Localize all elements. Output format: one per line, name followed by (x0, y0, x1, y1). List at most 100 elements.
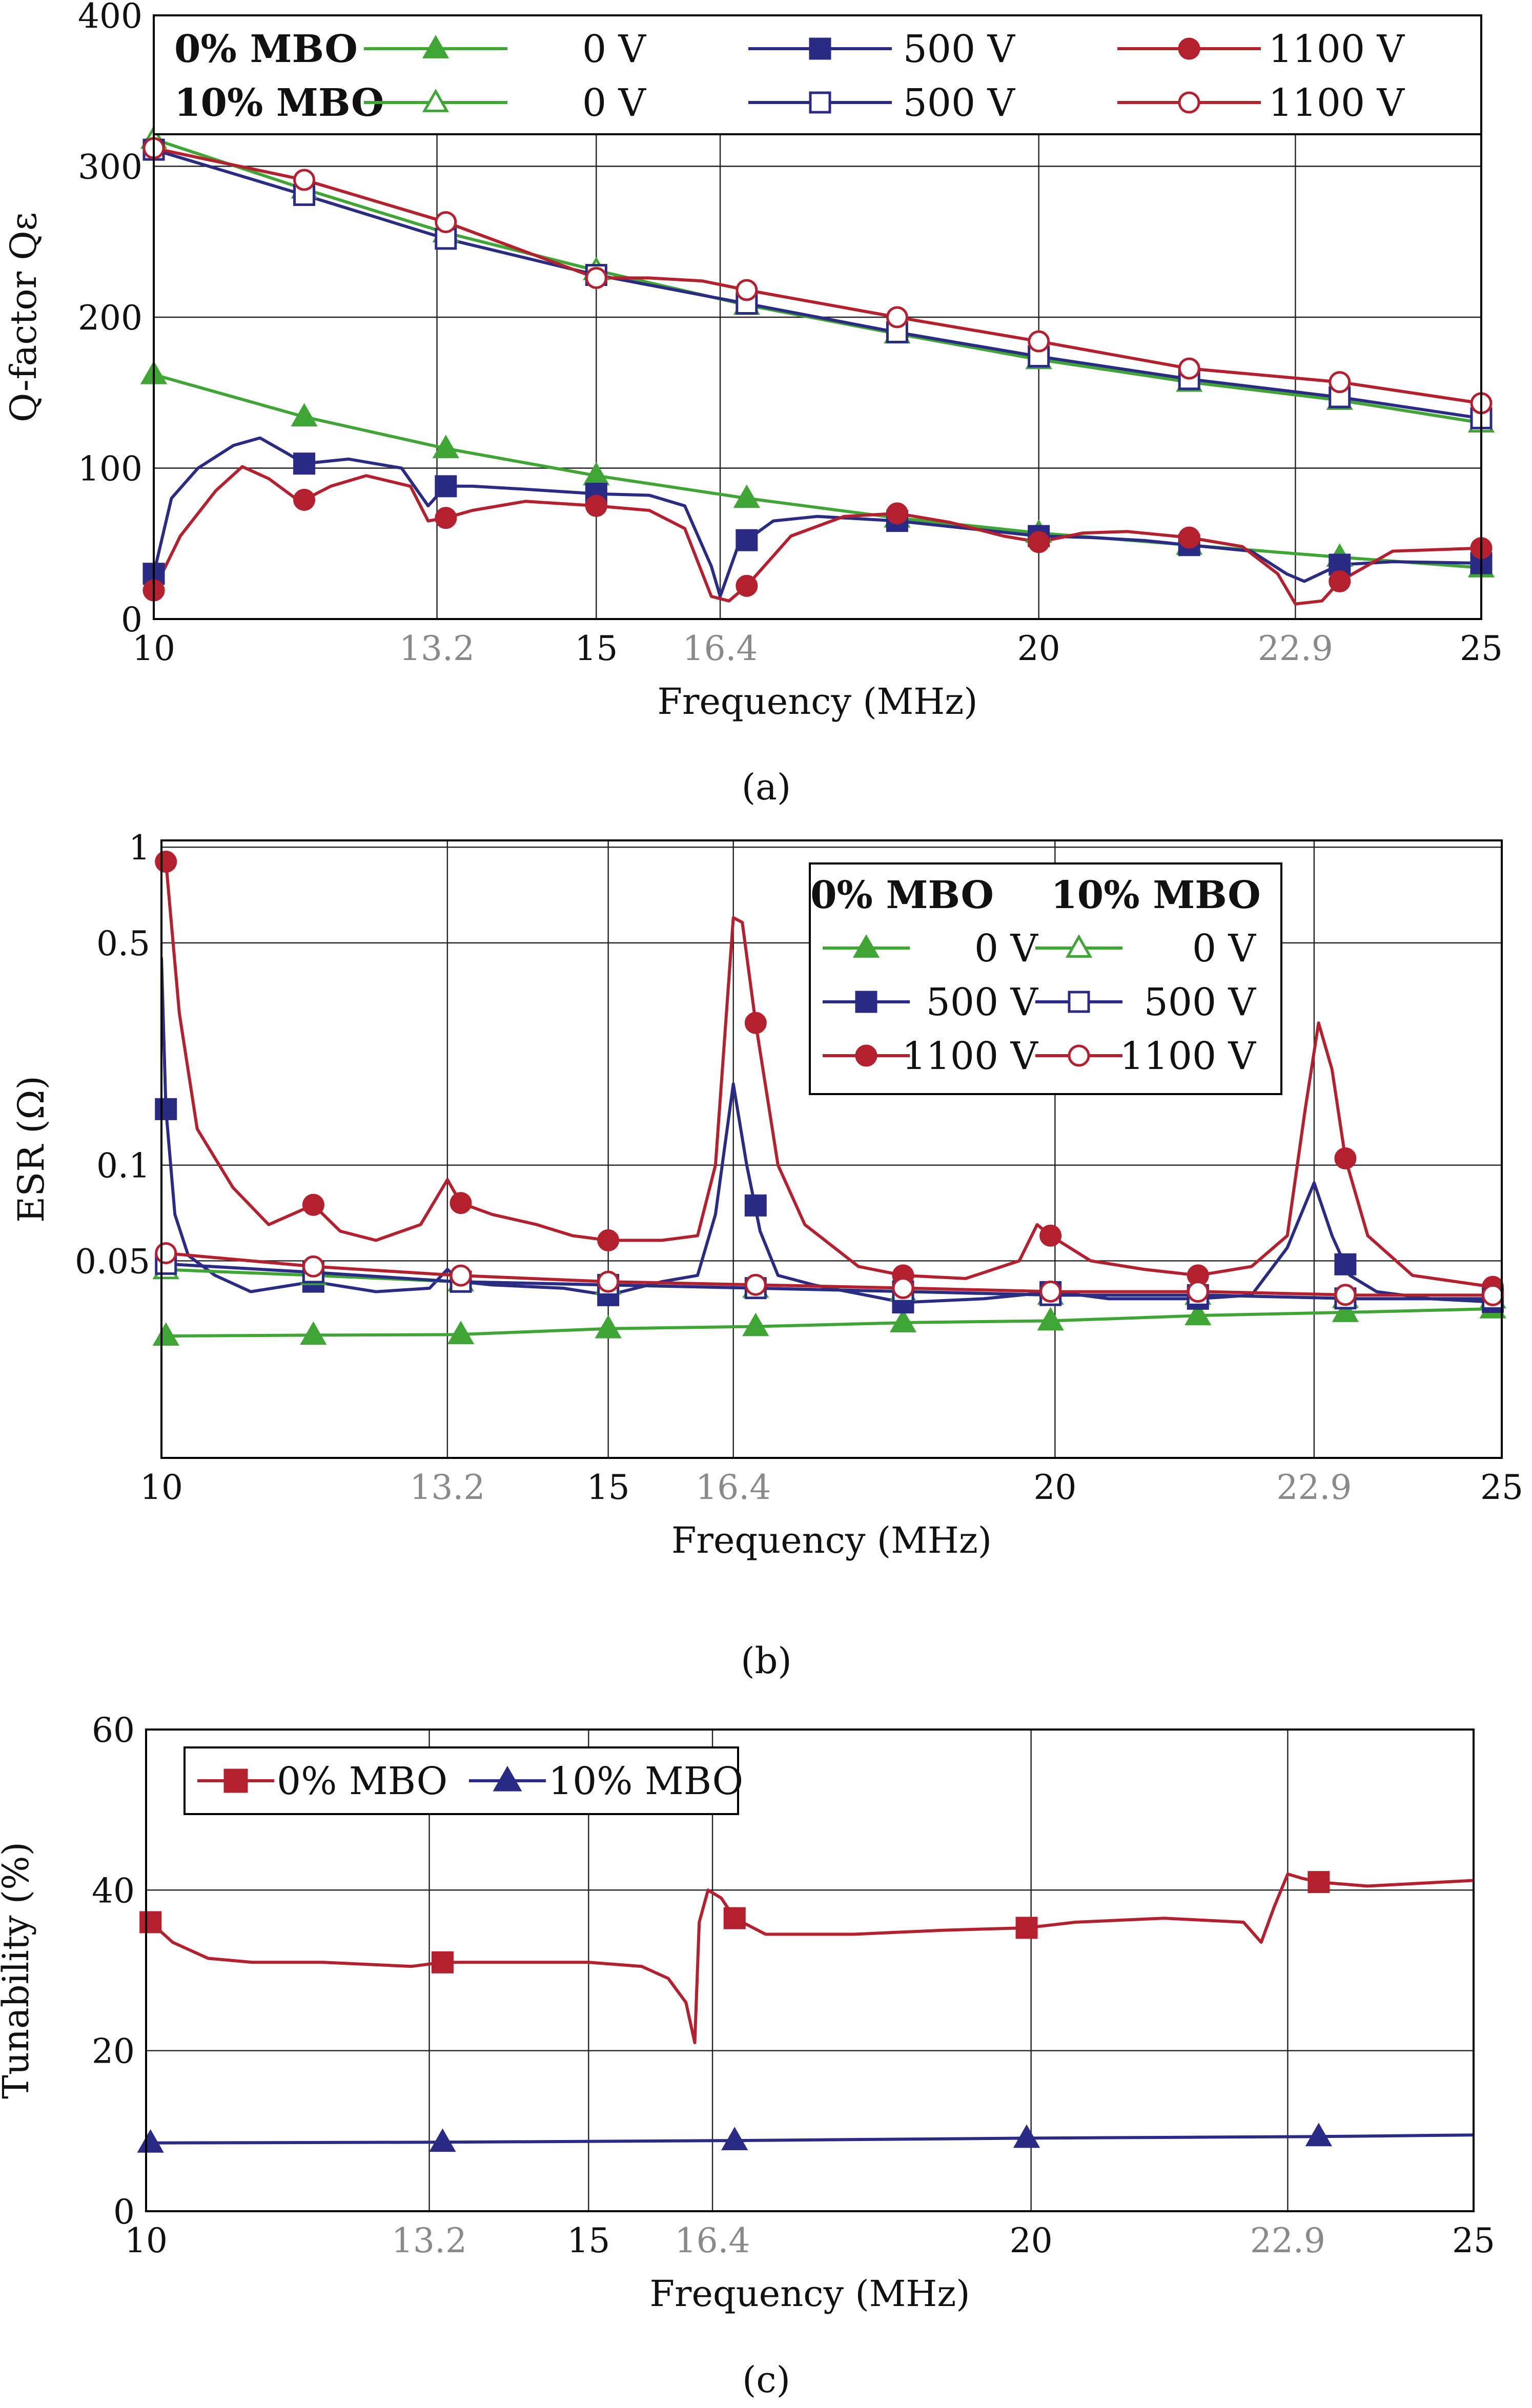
data-point (1187, 1281, 1209, 1303)
legend-label: 1100 V (1269, 27, 1405, 71)
series-line-0-mbo-1100-v (154, 465, 1481, 606)
data-point (155, 1098, 177, 1120)
legend-marker (422, 35, 450, 58)
series-markers (152, 851, 1506, 1346)
series-line-0-mbo (146, 1872, 1474, 2044)
legend-label: 0% MBO (277, 1759, 447, 1803)
legend-marker (1068, 991, 1090, 1013)
panel-a: 10 13.2 15 16.4 20 22.9 25 0 100 200 300 400 Frequen… (3, 0, 1503, 808)
series-lines (146, 1872, 1474, 2145)
series-markers (140, 125, 1495, 602)
legend-box (153, 14, 1482, 135)
x-tick-label: 13.2 (410, 1468, 485, 1507)
x-tick-label: 13.2 (399, 629, 475, 668)
data-point (293, 488, 316, 511)
data-point (889, 1309, 917, 1333)
data-point (137, 2129, 164, 2153)
data-point (152, 1322, 179, 1346)
panel-c: 10 13.2 15 16.4 20 22.9 25 0 20 40 60 Frequency (MH… (0, 1711, 1495, 2401)
data-point (1013, 2124, 1040, 2148)
panel-caption: (a) (742, 766, 791, 808)
y-tick-label: 0 (113, 2192, 135, 2232)
x-tick-label: 20 (1033, 1468, 1076, 1507)
x-tick-label: 16.4 (683, 629, 758, 668)
x-tick-label: 25 (1460, 629, 1503, 668)
legend-marker (809, 91, 831, 114)
x-tick-label: 16.4 (696, 1468, 771, 1507)
legend-col-header: 0% MBO (810, 873, 994, 917)
data-point (1334, 1253, 1357, 1275)
series-line-0-mbo-0-v (154, 373, 1481, 569)
data-point (291, 403, 318, 427)
data-point (432, 435, 459, 459)
data-point (139, 1911, 162, 1933)
data-point (886, 306, 908, 328)
data-point (1332, 1299, 1359, 1322)
y-tick-label: 0.1 (96, 1146, 150, 1186)
data-point (435, 475, 457, 498)
x-tick-label: 13.2 (392, 2221, 467, 2260)
data-point (293, 452, 316, 475)
x-tick-label: 10 (125, 2221, 168, 2260)
legend: 0% MBO 10% MBO 0 V 0 V 500 V 500 V 1100 V 1100 … (809, 862, 1282, 1095)
y-tick-label: 100 (78, 449, 142, 489)
legend-col-header: 10% MBO (1051, 873, 1260, 917)
y-tick-label: 300 (78, 148, 142, 187)
legend-marker (1178, 91, 1200, 114)
legend-label: 1100 V (1120, 1034, 1257, 1078)
series-line-10-mbo-1100-v (154, 147, 1481, 405)
x-axis-label: Frequency (MHz) (657, 681, 977, 723)
legend-marker (855, 991, 877, 1013)
x-tick-label: 15 (587, 1468, 630, 1507)
data-point (435, 507, 457, 529)
y-tick-label: 40 (92, 1871, 135, 1910)
y-tick-label: 20 (92, 2032, 135, 2071)
data-point (886, 502, 908, 525)
data-point (1334, 1147, 1357, 1169)
series-line-10-mbo-500-v (154, 148, 1481, 420)
series-line-0-mbo-500-v (154, 436, 1481, 598)
data-point (597, 1229, 620, 1251)
data-point (1184, 1302, 1212, 1326)
series-markers (137, 1871, 1332, 2153)
y-tick-label: 0.05 (75, 1242, 150, 1281)
data-point (155, 1242, 177, 1264)
data-point (1039, 1280, 1062, 1303)
x-tick-label: 10 (132, 629, 175, 668)
x-tick-label: 22.9 (1276, 1468, 1352, 1507)
x-tick-label: 22.9 (1250, 2221, 1325, 2260)
data-point (1028, 330, 1050, 353)
series-lines (154, 137, 1481, 606)
data-point (435, 211, 457, 233)
legend-label: 500 V (903, 27, 1016, 71)
x-axis-label: Frequency (MHz) (671, 1519, 992, 1561)
x-tick-label: 16.4 (675, 2221, 750, 2260)
data-point (742, 1312, 769, 1336)
legend-marker (422, 89, 450, 112)
x-tick-label: 22.9 (1258, 629, 1333, 668)
axis-frame (160, 839, 1503, 1459)
panel-caption: (c) (742, 2359, 790, 2401)
x-tick-label: 20 (1017, 629, 1060, 668)
legend-box (183, 1746, 739, 1815)
panel-caption: (b) (741, 1640, 791, 1682)
series-line-0-mbo-0-v (161, 1307, 1502, 1338)
data-point (733, 484, 761, 508)
data-point (300, 1321, 327, 1345)
legend-label: 0 V (974, 927, 1039, 971)
data-point (155, 851, 177, 873)
data-point (1037, 1307, 1064, 1331)
data-point (450, 1264, 472, 1287)
data-point (736, 529, 758, 551)
legend-label: 0 V (582, 81, 647, 125)
legend-label: 500 V (926, 980, 1039, 1024)
legend-marker (809, 37, 831, 60)
series-line-10-mbo-1100-v (161, 1251, 1502, 1297)
legend-marker (855, 1044, 877, 1067)
legend-row-label: 10% MBO (174, 81, 384, 125)
data-point (1039, 1224, 1062, 1247)
data-point (1178, 526, 1200, 549)
data-point (1308, 1871, 1330, 1894)
data-point (892, 1277, 914, 1300)
